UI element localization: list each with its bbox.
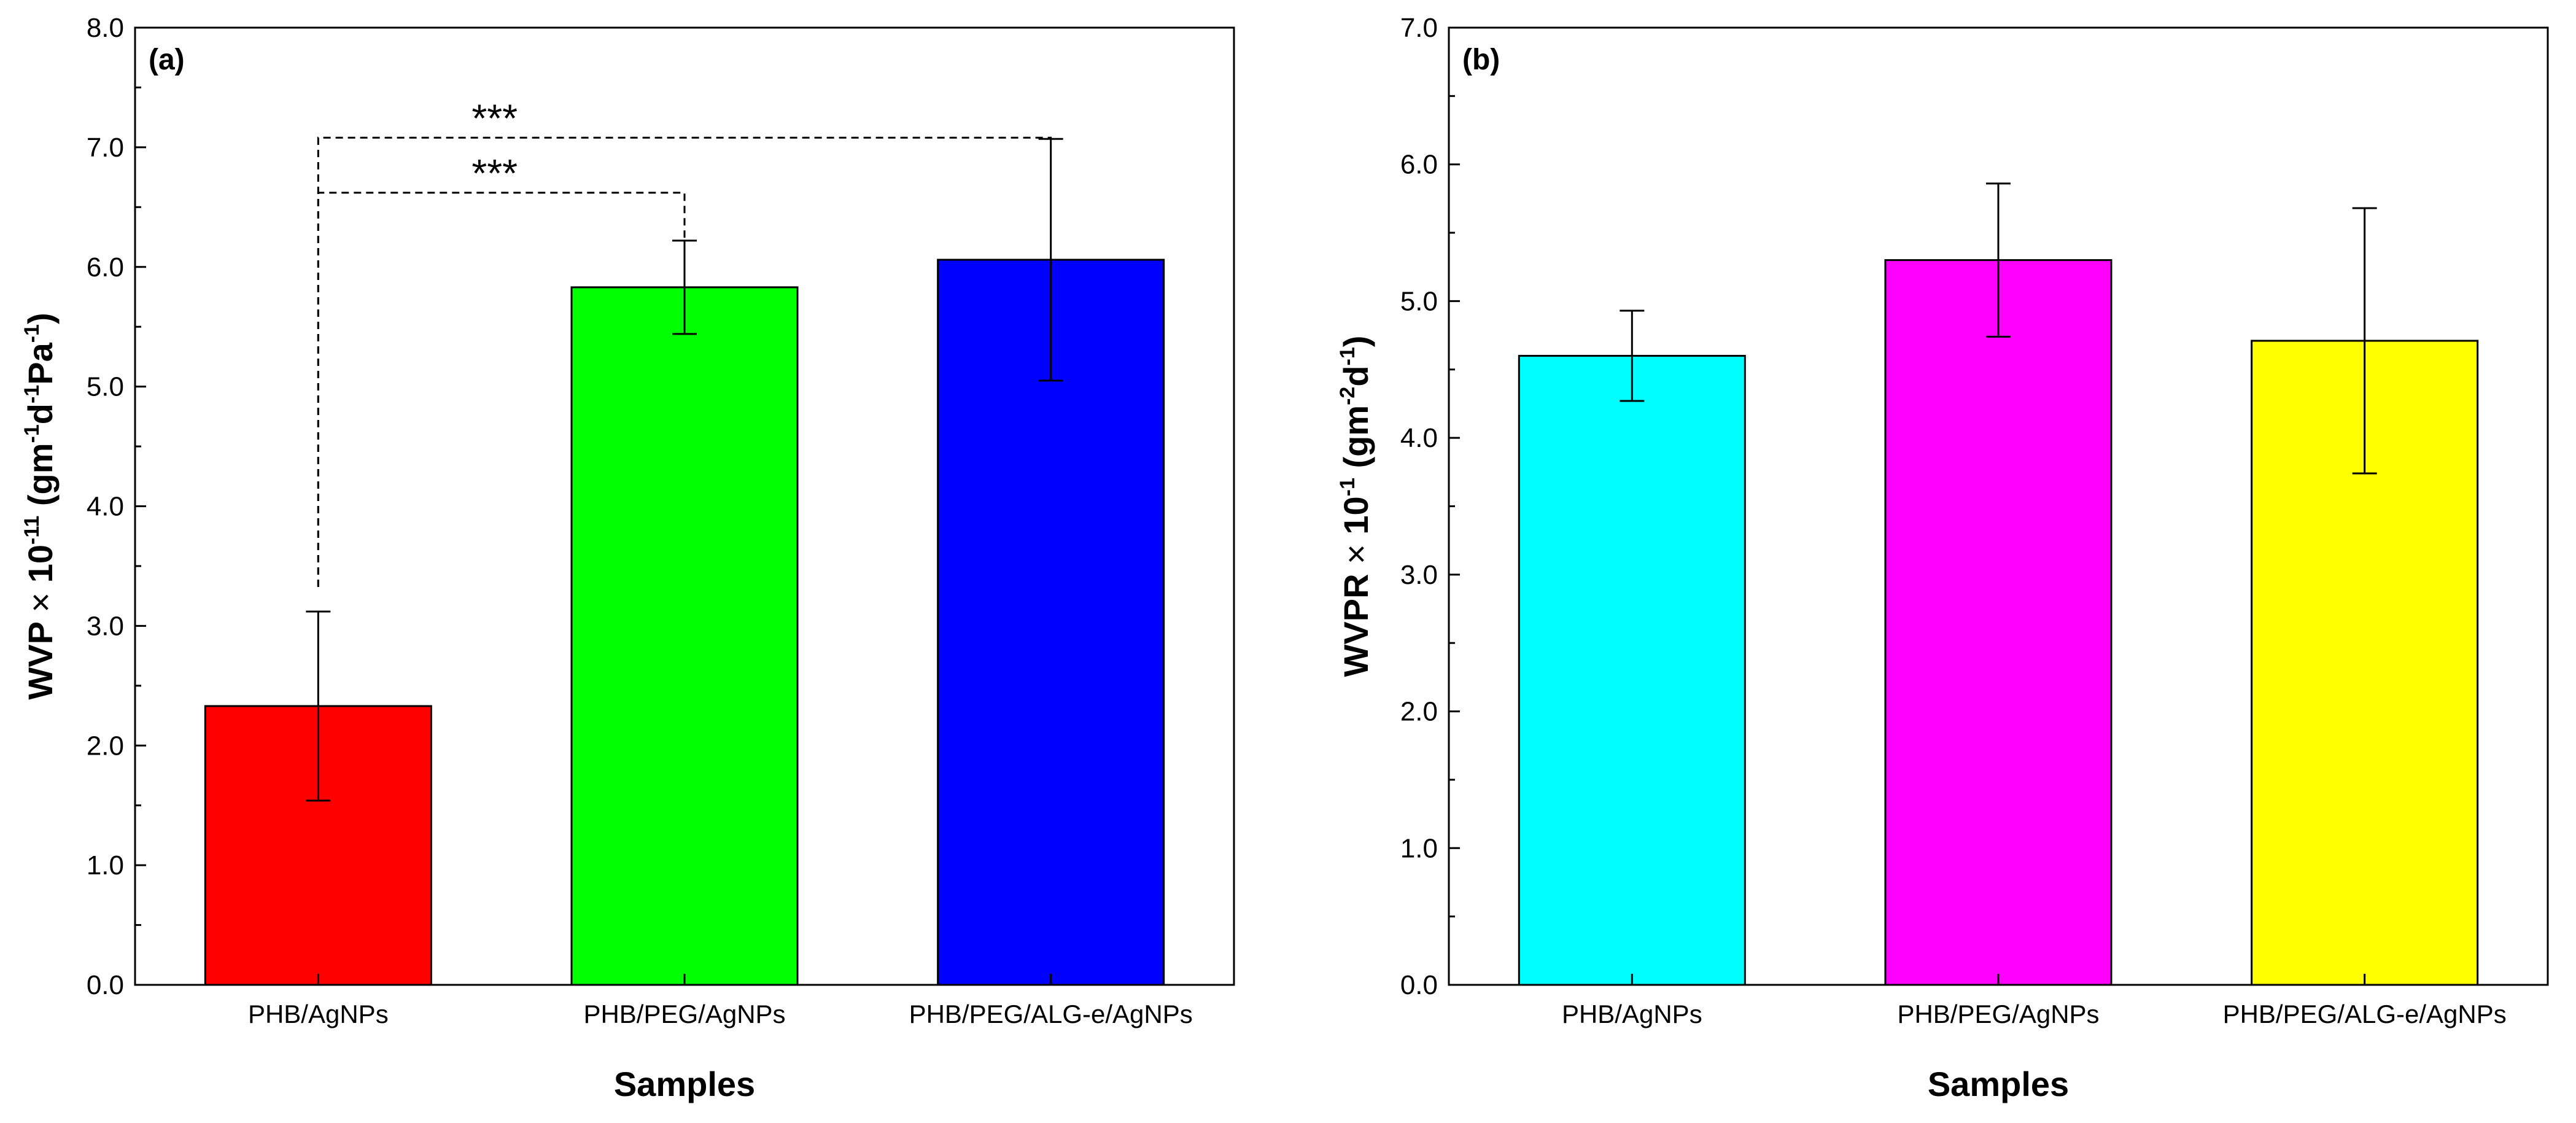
error-bar [2352,207,2377,475]
significance-label: *** [471,151,518,195]
error-bar [1620,309,1645,402]
y-tick-label: 0.0 [87,970,124,1000]
significance-label: *** [471,96,518,140]
y-tick-label: 2.0 [87,731,124,761]
significance-bracket: *** [317,96,1052,587]
x-tick-label: PHB/AgNPs [248,1000,389,1028]
bar-phb-peg-agnps [570,286,799,986]
panel-label: (b) [1462,44,1500,76]
x-tick-label: PHB/PEG/AgNPs [1897,1000,2099,1028]
x-axis-title: Samples [1928,1065,2069,1103]
x-tick-label: PHB/AgNPs [1562,1000,1702,1028]
y-tick-label: 3.0 [87,611,124,641]
x-tick-label: PHB/PEG/AgNPs [583,1000,785,1028]
y-tick-label: 0.0 [1400,970,1438,1000]
error-bar [1986,182,2011,338]
x-tick-label: PHB/PEG/ALG-e/AgNPs [909,1000,1193,1028]
y-tick-label: 7.0 [1400,13,1438,43]
y-tick-label: 6.0 [87,252,124,282]
significance-line [317,136,1052,587]
x-axis-title: Samples [614,1065,755,1103]
panel-label: (a) [149,44,185,76]
y-tick-label: 8.0 [87,13,124,43]
y-tick-label: 6.0 [1400,150,1438,180]
y-tick-label: 5.0 [1400,286,1438,316]
y-tick-label: 1.0 [87,850,124,880]
x-tick-label: PHB/PEG/ALG-e/AgNPs [2223,1000,2507,1028]
y-tick-label: 7.0 [87,133,124,163]
y-tick-label: 3.0 [1400,560,1438,590]
panel-a-chart: *** *** 0.0 1.0 2.0 3.0 4.0 5.0 6.0 7.0 8.0 PHB/AgN… [20,13,1235,1103]
bar-phb-peg-agnps [1884,259,2112,986]
y-tick-label: 4.0 [1400,423,1438,453]
bar-phb-agnps [1518,355,1746,986]
y-axis-title: WVP × 10-11 (gm-1d-1Pa-1) [20,313,60,699]
error-bar [306,610,331,802]
y-axis-title: WVPR × 10-1 (gm-2d-1) [1336,336,1375,677]
y-tick-label: 5.0 [87,372,124,402]
error-bar [672,239,697,335]
y-tick-label: 1.0 [1400,833,1438,863]
y-tick-label: 2.0 [1400,697,1438,727]
y-tick-label: 4.0 [87,492,124,522]
panel-b-chart: 0.0 1.0 2.0 3.0 4.0 5.0 6.0 7.0 PHB/AgNPs PHB/PEG… [1336,13,2549,1103]
